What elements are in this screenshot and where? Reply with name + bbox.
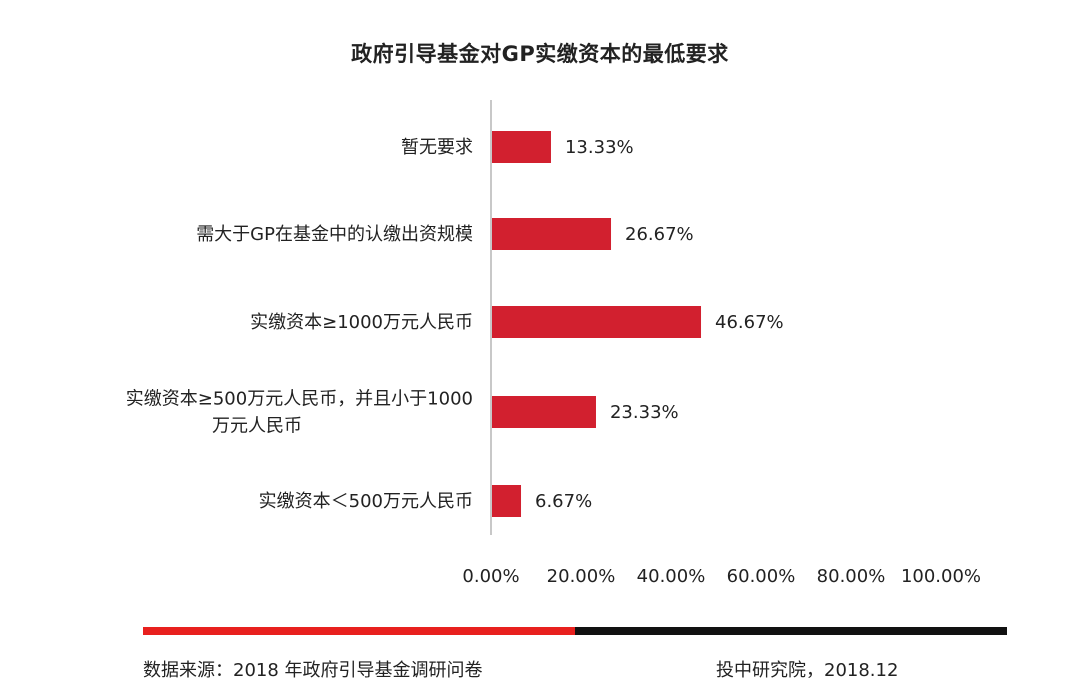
chart-title: 政府引导基金对GP实缴资本的最低要求	[351, 42, 729, 66]
bar-chart: 13.33% 暂无要求 26.67% 需大于GP在基金中的认缴出资规模 46.67% 实缴…	[126, 100, 981, 587]
category-label-1: 暂无要求	[401, 137, 473, 158]
bar-1	[492, 131, 551, 163]
x-tick-label-3: 40.00%	[637, 566, 706, 587]
source-note: 数据来源：2018 年政府引导基金调研问卷	[143, 660, 483, 681]
publisher-note: 投中研究院，2018.12	[716, 660, 899, 681]
x-tick-label-2: 20.00%	[547, 566, 616, 587]
bar-4	[492, 396, 596, 428]
x-tick-label-1: 0.00%	[462, 566, 519, 587]
value-label-5: 6.67%	[535, 491, 592, 512]
bar-2	[492, 218, 612, 250]
category-label-4-line-2: 万元人民币	[212, 416, 302, 437]
x-tick-label-6: 100.00%	[901, 566, 981, 587]
footer-divider	[143, 627, 1007, 635]
value-label-1: 13.33%	[565, 137, 634, 158]
category-label-3: 实缴资本≥1000万元人民币	[250, 312, 473, 333]
value-label-3: 46.67%	[715, 312, 784, 333]
category-label-4-line-1: 实缴资本≥500万元人民币，并且小于1000	[126, 389, 473, 410]
category-label-5: 实缴资本＜500万元人民币	[259, 491, 473, 512]
category-label-2: 需大于GP在基金中的认缴出资规模	[196, 224, 473, 245]
value-label-4: 23.33%	[610, 402, 679, 423]
footer-divider-black	[575, 627, 1007, 635]
bar-5	[492, 485, 522, 517]
x-tick-label-5: 80.00%	[817, 566, 886, 587]
bar-3	[492, 306, 702, 338]
footer-divider-red	[143, 627, 575, 635]
value-label-2: 26.67%	[625, 224, 694, 245]
x-tick-label-4: 60.00%	[727, 566, 796, 587]
